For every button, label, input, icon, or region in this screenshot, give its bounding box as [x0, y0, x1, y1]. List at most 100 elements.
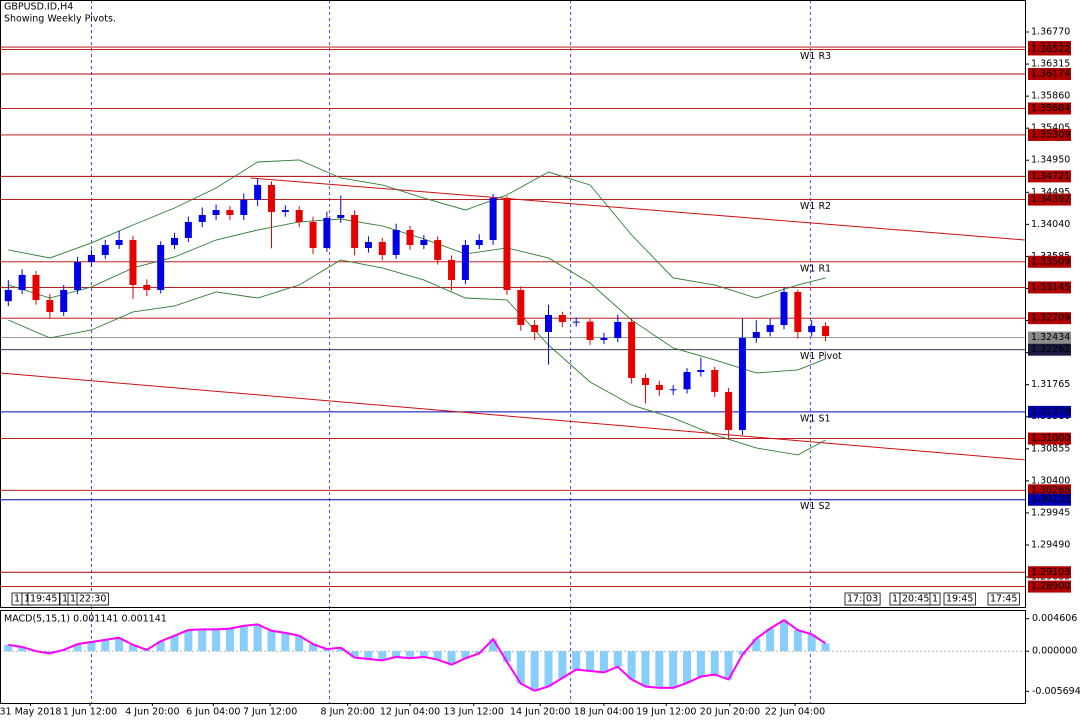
macd-bar: [669, 651, 678, 688]
candle-body: [614, 321, 622, 338]
macd-bar: [641, 651, 650, 687]
macd-bar: [87, 642, 96, 652]
candle-body: [475, 240, 483, 246]
macd-bar: [683, 651, 692, 683]
candle-body: [586, 321, 594, 341]
macd-bar: [530, 651, 539, 691]
bollinger-lower: [8, 259, 826, 456]
macd-bar: [184, 630, 193, 652]
macd-bar: [267, 630, 276, 652]
level-price-box: [1028, 193, 1071, 206]
macd-bar: [378, 651, 387, 661]
macd-bar: [502, 651, 511, 662]
x-tick-label: 13 Jun 12:00: [444, 707, 504, 718]
candle-body: [738, 337, 746, 430]
trendline: [250, 177, 1026, 241]
candle-body: [157, 245, 165, 290]
time-marker-label: 17:45: [990, 594, 1017, 605]
macd-bar: [156, 641, 165, 652]
candle-body: [60, 289, 68, 312]
candle-body: [545, 314, 553, 332]
level-price-box: [1028, 331, 1071, 344]
time-marker-label: 20:45: [902, 594, 929, 605]
candle-body: [226, 209, 234, 215]
y-tick-label: 1.35860: [1031, 91, 1070, 102]
macd-bar: [447, 651, 456, 665]
candle-body: [406, 230, 414, 246]
level-price-box: [1028, 281, 1071, 294]
level-price-label: 1.32262: [1031, 344, 1070, 355]
level-price-label: 1.28900: [1031, 581, 1070, 592]
macd-pane-border: [0, 610, 1026, 704]
y-tick-label: 1.31765: [1031, 379, 1070, 390]
candle-body: [171, 237, 179, 246]
macd-bar: [295, 635, 304, 652]
candle-body: [323, 217, 331, 248]
time-marker: 20:45: [899, 592, 932, 606]
macd-bar: [128, 644, 137, 652]
x-tick-label: 14 Jun 20:00: [510, 707, 570, 718]
time-marker: 22:30: [76, 592, 109, 606]
level-price-box: [1028, 312, 1071, 325]
x-tick-label: 4 Jun 20:00: [125, 707, 179, 718]
level-price-label: 1.34392: [1031, 194, 1070, 205]
macd-bar: [558, 651, 567, 679]
candle-body: [531, 324, 539, 332]
candle-body: [74, 261, 82, 290]
macd-bar: [544, 651, 553, 687]
trendline: [0, 372, 1026, 461]
pivot-level-name: W1 S2: [800, 501, 831, 512]
macd-bar: [239, 625, 248, 652]
macd-bar: [793, 630, 802, 652]
time-marker: 1: [929, 592, 941, 606]
candle-body: [794, 291, 802, 332]
candle-body: [129, 240, 137, 285]
macd-bar: [419, 651, 428, 657]
pivot-level-name: W1 R3: [800, 51, 831, 62]
x-tick-label: 18 Jun 04:00: [574, 707, 634, 718]
pivot-level-name: W1 R1: [800, 263, 831, 274]
candle-body: [281, 209, 289, 212]
level-price-box: [1028, 493, 1071, 506]
macd-title: MACD(5,15,1) 0.001141 0.001141: [4, 614, 167, 625]
chart-title: GBPUSD.ID,H4: [4, 2, 73, 13]
candle-body: [752, 331, 760, 338]
time-marker: 1: [11, 592, 23, 606]
time-marker-label: 1: [892, 594, 898, 605]
candle-body: [420, 240, 428, 246]
x-tick-label: 6 Jun 04:00: [186, 707, 240, 718]
candle-body: [309, 221, 317, 248]
macd-bar: [170, 635, 179, 652]
macd-bar: [198, 629, 207, 652]
macd-bar: [433, 651, 442, 660]
pivot-level-name: W1 Pivot: [800, 351, 842, 362]
x-tick-label: 20 Jun 20:00: [700, 707, 760, 718]
candle-body: [448, 259, 456, 280]
y-tick-label: 0.004606: [1032, 613, 1077, 624]
candle-body: [725, 391, 733, 430]
level-price-box: [1028, 343, 1071, 356]
y-tick-label: 1.30400: [1031, 475, 1070, 486]
candle-body: [115, 240, 123, 246]
y-tick-label: 1.29945: [1031, 507, 1070, 518]
candle-body: [212, 209, 220, 215]
candle-body: [655, 384, 663, 390]
level-price-label: 1.34721: [1031, 171, 1070, 182]
pivot-level-name: W1 R2: [800, 201, 831, 212]
y-tick-label: 1.34040: [1031, 219, 1070, 230]
macd-bar: [212, 629, 221, 652]
level-price-box: [1028, 170, 1071, 183]
macd-bar: [322, 649, 331, 652]
macd-bar: [821, 643, 830, 652]
candle-body: [392, 230, 400, 255]
level-price-label: 1.30266: [1031, 485, 1070, 496]
candle-body: [711, 369, 719, 392]
time-marker-label: 19:45: [946, 594, 973, 605]
level-price-label: 1.35309: [1031, 129, 1070, 140]
level-price-box: [1028, 580, 1071, 593]
candle-body: [364, 241, 372, 248]
level-price-box: [1028, 43, 1071, 56]
y-tick-label: 1.35405: [1031, 123, 1070, 134]
level-price-label: 1.31000: [1031, 433, 1070, 444]
